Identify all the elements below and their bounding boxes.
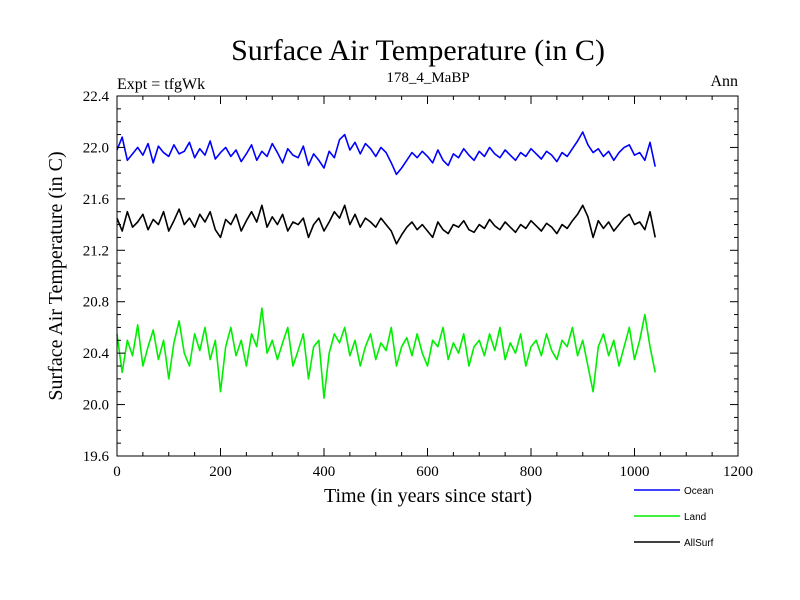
x-tick-label: 1000 (620, 464, 650, 480)
legend: Ocean Land AllSurf (634, 486, 714, 549)
y-axis-label: Surface Air Temperature (in C) (45, 151, 67, 400)
series-line-allsurf (116, 204, 656, 245)
chart-title: Surface Air Temperature (in C) (231, 34, 605, 67)
x-tick-label: 800 (520, 464, 543, 480)
x-tick-label: 1200 (723, 464, 753, 480)
plot-frame (116, 95, 739, 457)
x-axis-label: Time (in years since start) (324, 485, 532, 507)
y-tick-label: 19.6 (83, 449, 110, 465)
y-tick-label: 21.2 (83, 243, 109, 259)
y-tick-label: 20.8 (83, 295, 109, 311)
x-tick-label: 400 (313, 464, 336, 480)
x-tick-label: 600 (416, 464, 439, 480)
y-tick-label: 20.0 (83, 398, 109, 414)
y-tick-label: 20.4 (83, 346, 110, 362)
y-tick-label: 22.4 (83, 89, 110, 105)
x-tick-label: 0 (113, 464, 121, 480)
y-tick-label: 22.0 (83, 140, 109, 156)
experiment-label: Expt = tfgWk (117, 76, 205, 93)
series-line-land (116, 307, 656, 399)
legend-label-ocean: Ocean (684, 486, 713, 497)
legend-label-land: Land (684, 512, 706, 523)
season-label: Ann (710, 73, 738, 90)
chart-subtitle: 178_4_MaBP (386, 70, 469, 86)
series-layer (116, 131, 656, 399)
series-line-ocean (116, 131, 656, 176)
x-tick-label: 200 (209, 464, 232, 480)
y-tick-label: 21.6 (83, 192, 110, 208)
legend-label-allsurf: AllSurf (684, 538, 714, 549)
axis-ticks (116, 95, 739, 457)
axis-tick-labels: 0 200 400 600 800 1000 1200 19.6 20.0 20.4 20.8 21.… (83, 89, 753, 480)
